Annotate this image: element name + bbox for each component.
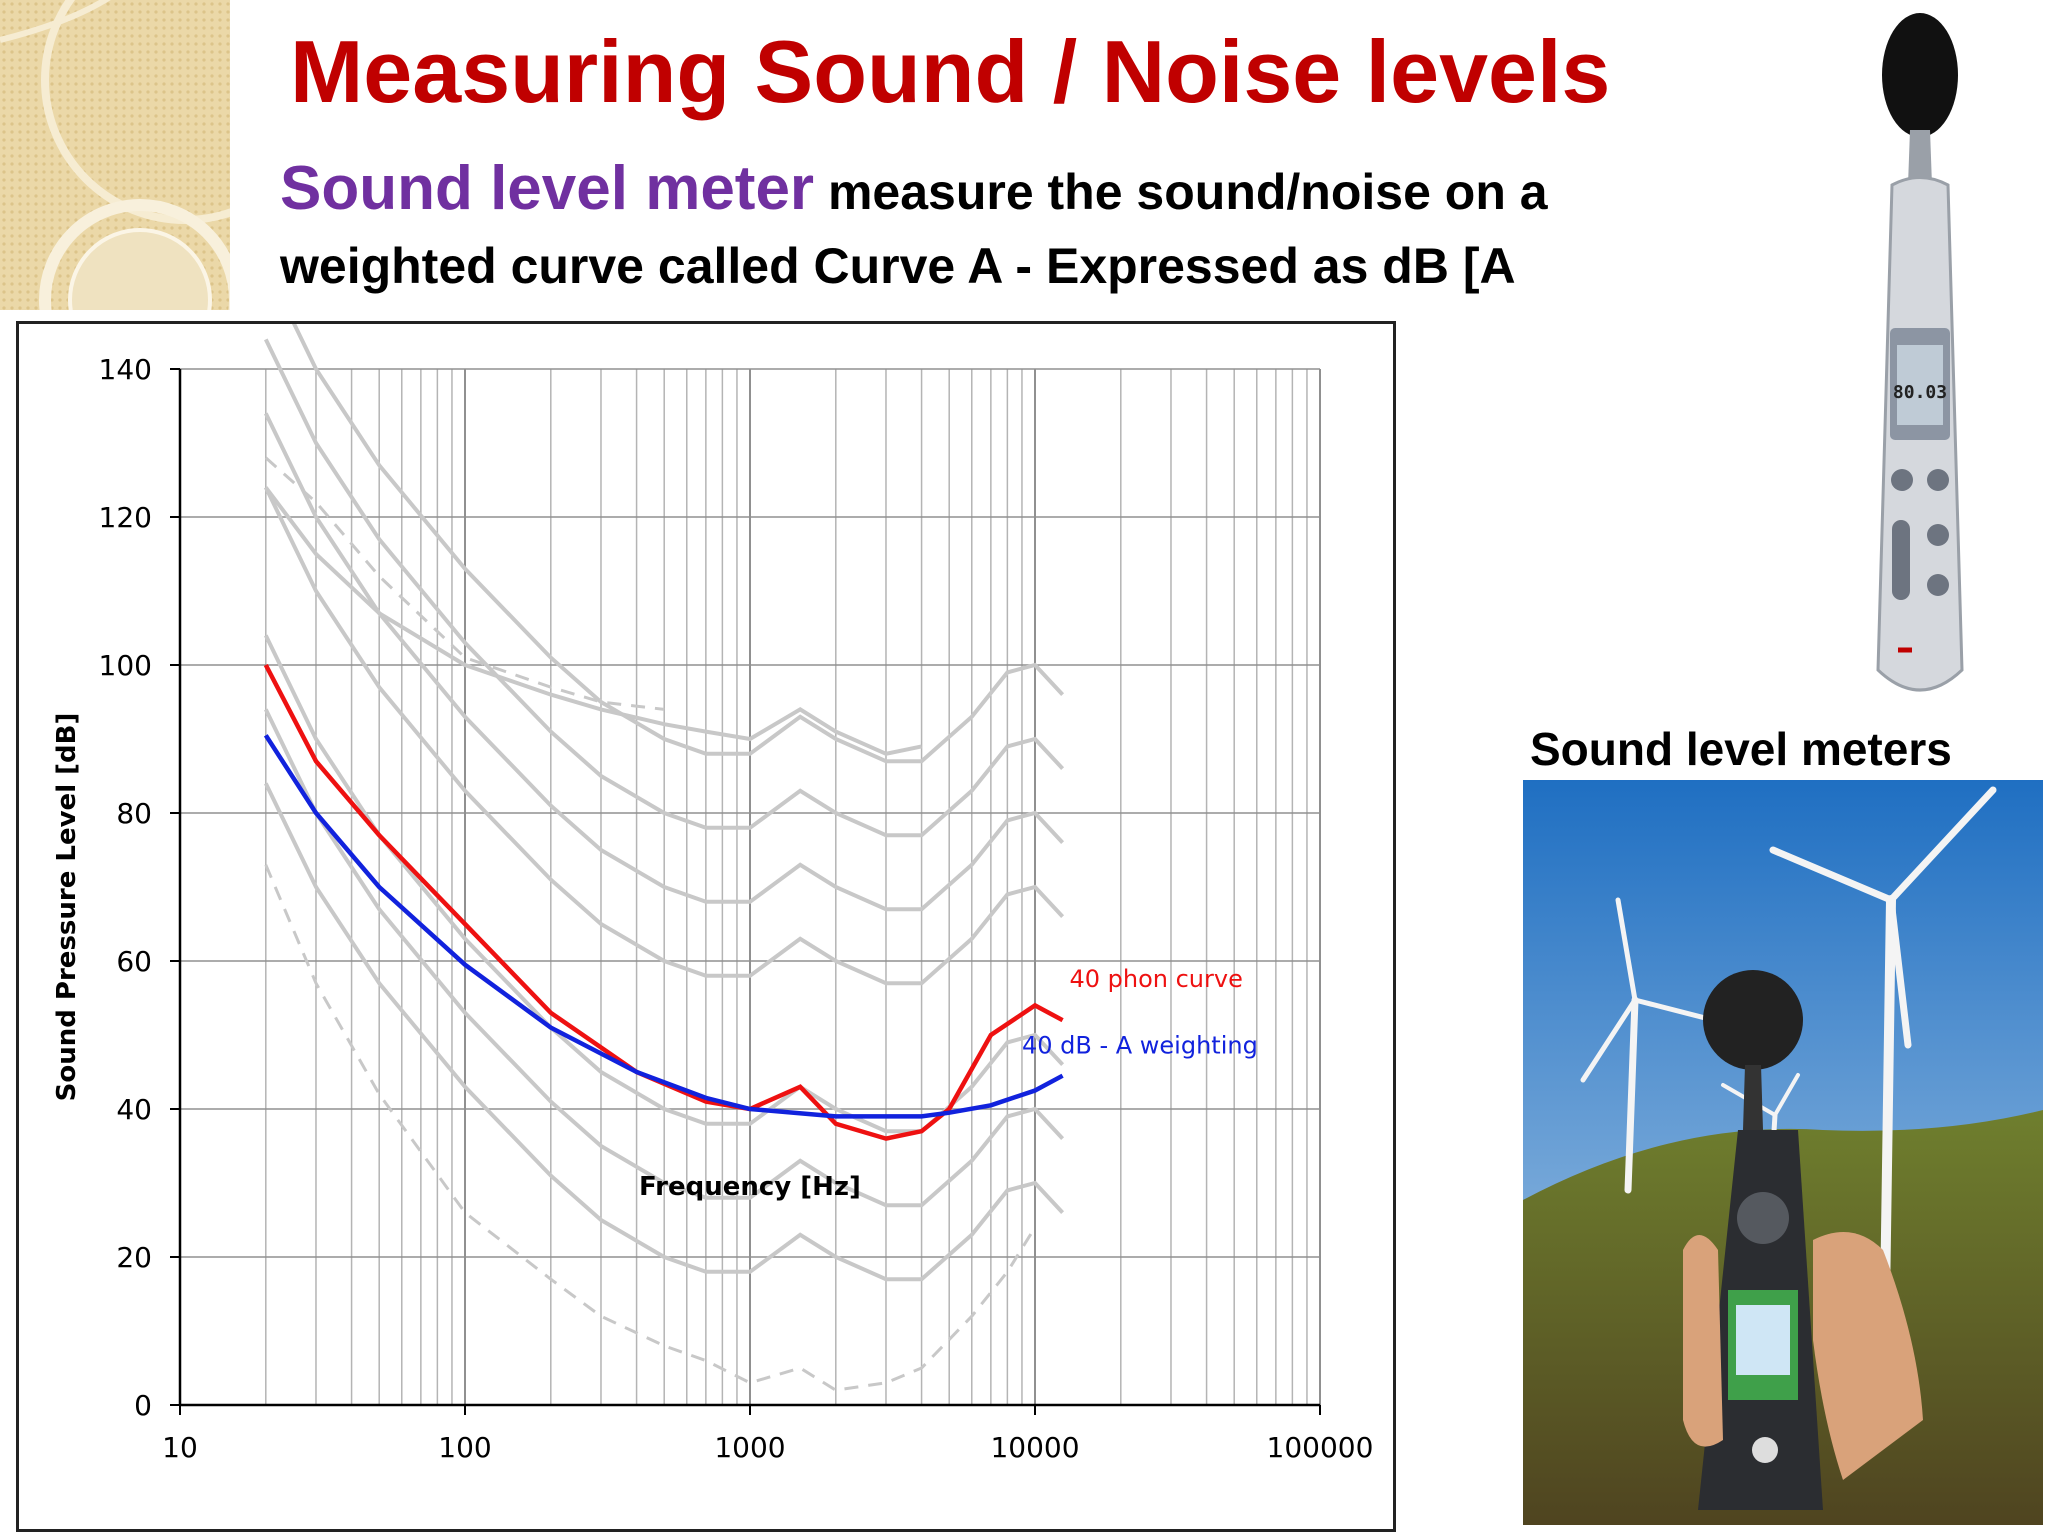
x-tick-label: 10	[162, 1431, 198, 1464]
y-tick-label: 60	[116, 945, 152, 978]
phon-contour	[264, 486, 923, 756]
photo-illustration	[1523, 780, 2043, 1525]
phon-contour	[264, 782, 1065, 1282]
loudness-contours	[264, 324, 1065, 1392]
meter-display-reading: 80.03	[1893, 382, 1947, 403]
y-tick-label: 100	[99, 649, 152, 682]
series-label-40-phon: 40 phon curve	[1069, 965, 1242, 993]
subtitle-line-1: measure the sound/noise on a	[814, 164, 1548, 220]
photo-caption: Sound level meters	[1530, 723, 1952, 775]
x-tick-label: 100	[438, 1431, 491, 1464]
x-tick-label: 100000	[1267, 1431, 1374, 1464]
chart-svg: 10 100 1000 10000 100000 0 20 40 60 80 100 120 140 F…	[52, 324, 1374, 1464]
chart-series	[263, 663, 1064, 1141]
subtitle-term: Sound level meter	[280, 154, 815, 223]
series-line-40-phon	[263, 663, 1064, 1141]
phon-contour	[264, 338, 1065, 838]
x-tick-label: 10000	[990, 1431, 1079, 1464]
y-tick-label: 20	[116, 1241, 152, 1274]
corner-decoration	[0, 0, 230, 310]
phon-contour	[264, 486, 1065, 986]
y-tick-label: 120	[99, 501, 152, 534]
phon-contour	[291, 324, 1065, 764]
wind-farm-meter-photo	[1523, 780, 2043, 1525]
equal-loudness-chart: 10 100 1000 10000 100000 0 20 40 60 80 100 120 140 F…	[16, 321, 1396, 1532]
sound-level-meter-device: 80.03	[1840, 10, 2000, 710]
y-tick-label: 140	[99, 353, 152, 386]
slide-title: Measuring Sound / Noise levels	[290, 22, 1611, 121]
phon-contour	[264, 708, 1065, 1208]
series-label-a-weighting: 40 dB - A weighting	[1022, 1032, 1258, 1060]
phon-contour	[264, 634, 1065, 1134]
chart-grid	[180, 368, 1321, 1405]
slide-subtitle: Sound level meter measure the sound/nois…	[280, 152, 1800, 303]
x-axis-label: Frequency [Hz]	[639, 1172, 861, 1202]
y-tick-label: 0	[134, 1389, 152, 1422]
threshold-contour	[264, 864, 1037, 1392]
axis-ticks: 10 100 1000 10000 100000 0 20 40 60 80 100 120 140	[99, 353, 1374, 1464]
decorative-pattern	[0, 0, 230, 310]
subtitle-line-2: weighted curve called Curve A - Expresse…	[280, 238, 1516, 294]
y-tick-label: 40	[116, 1093, 152, 1126]
meter-illustration: 80.03	[1876, 13, 1964, 692]
y-tick-label: 80	[116, 797, 152, 830]
series-line-a-weighting	[263, 734, 1064, 1119]
x-tick-label: 1000	[714, 1431, 785, 1464]
y-axis-label: Sound Pressure Level [dB]	[52, 713, 82, 1102]
phon-contour	[264, 412, 1065, 912]
